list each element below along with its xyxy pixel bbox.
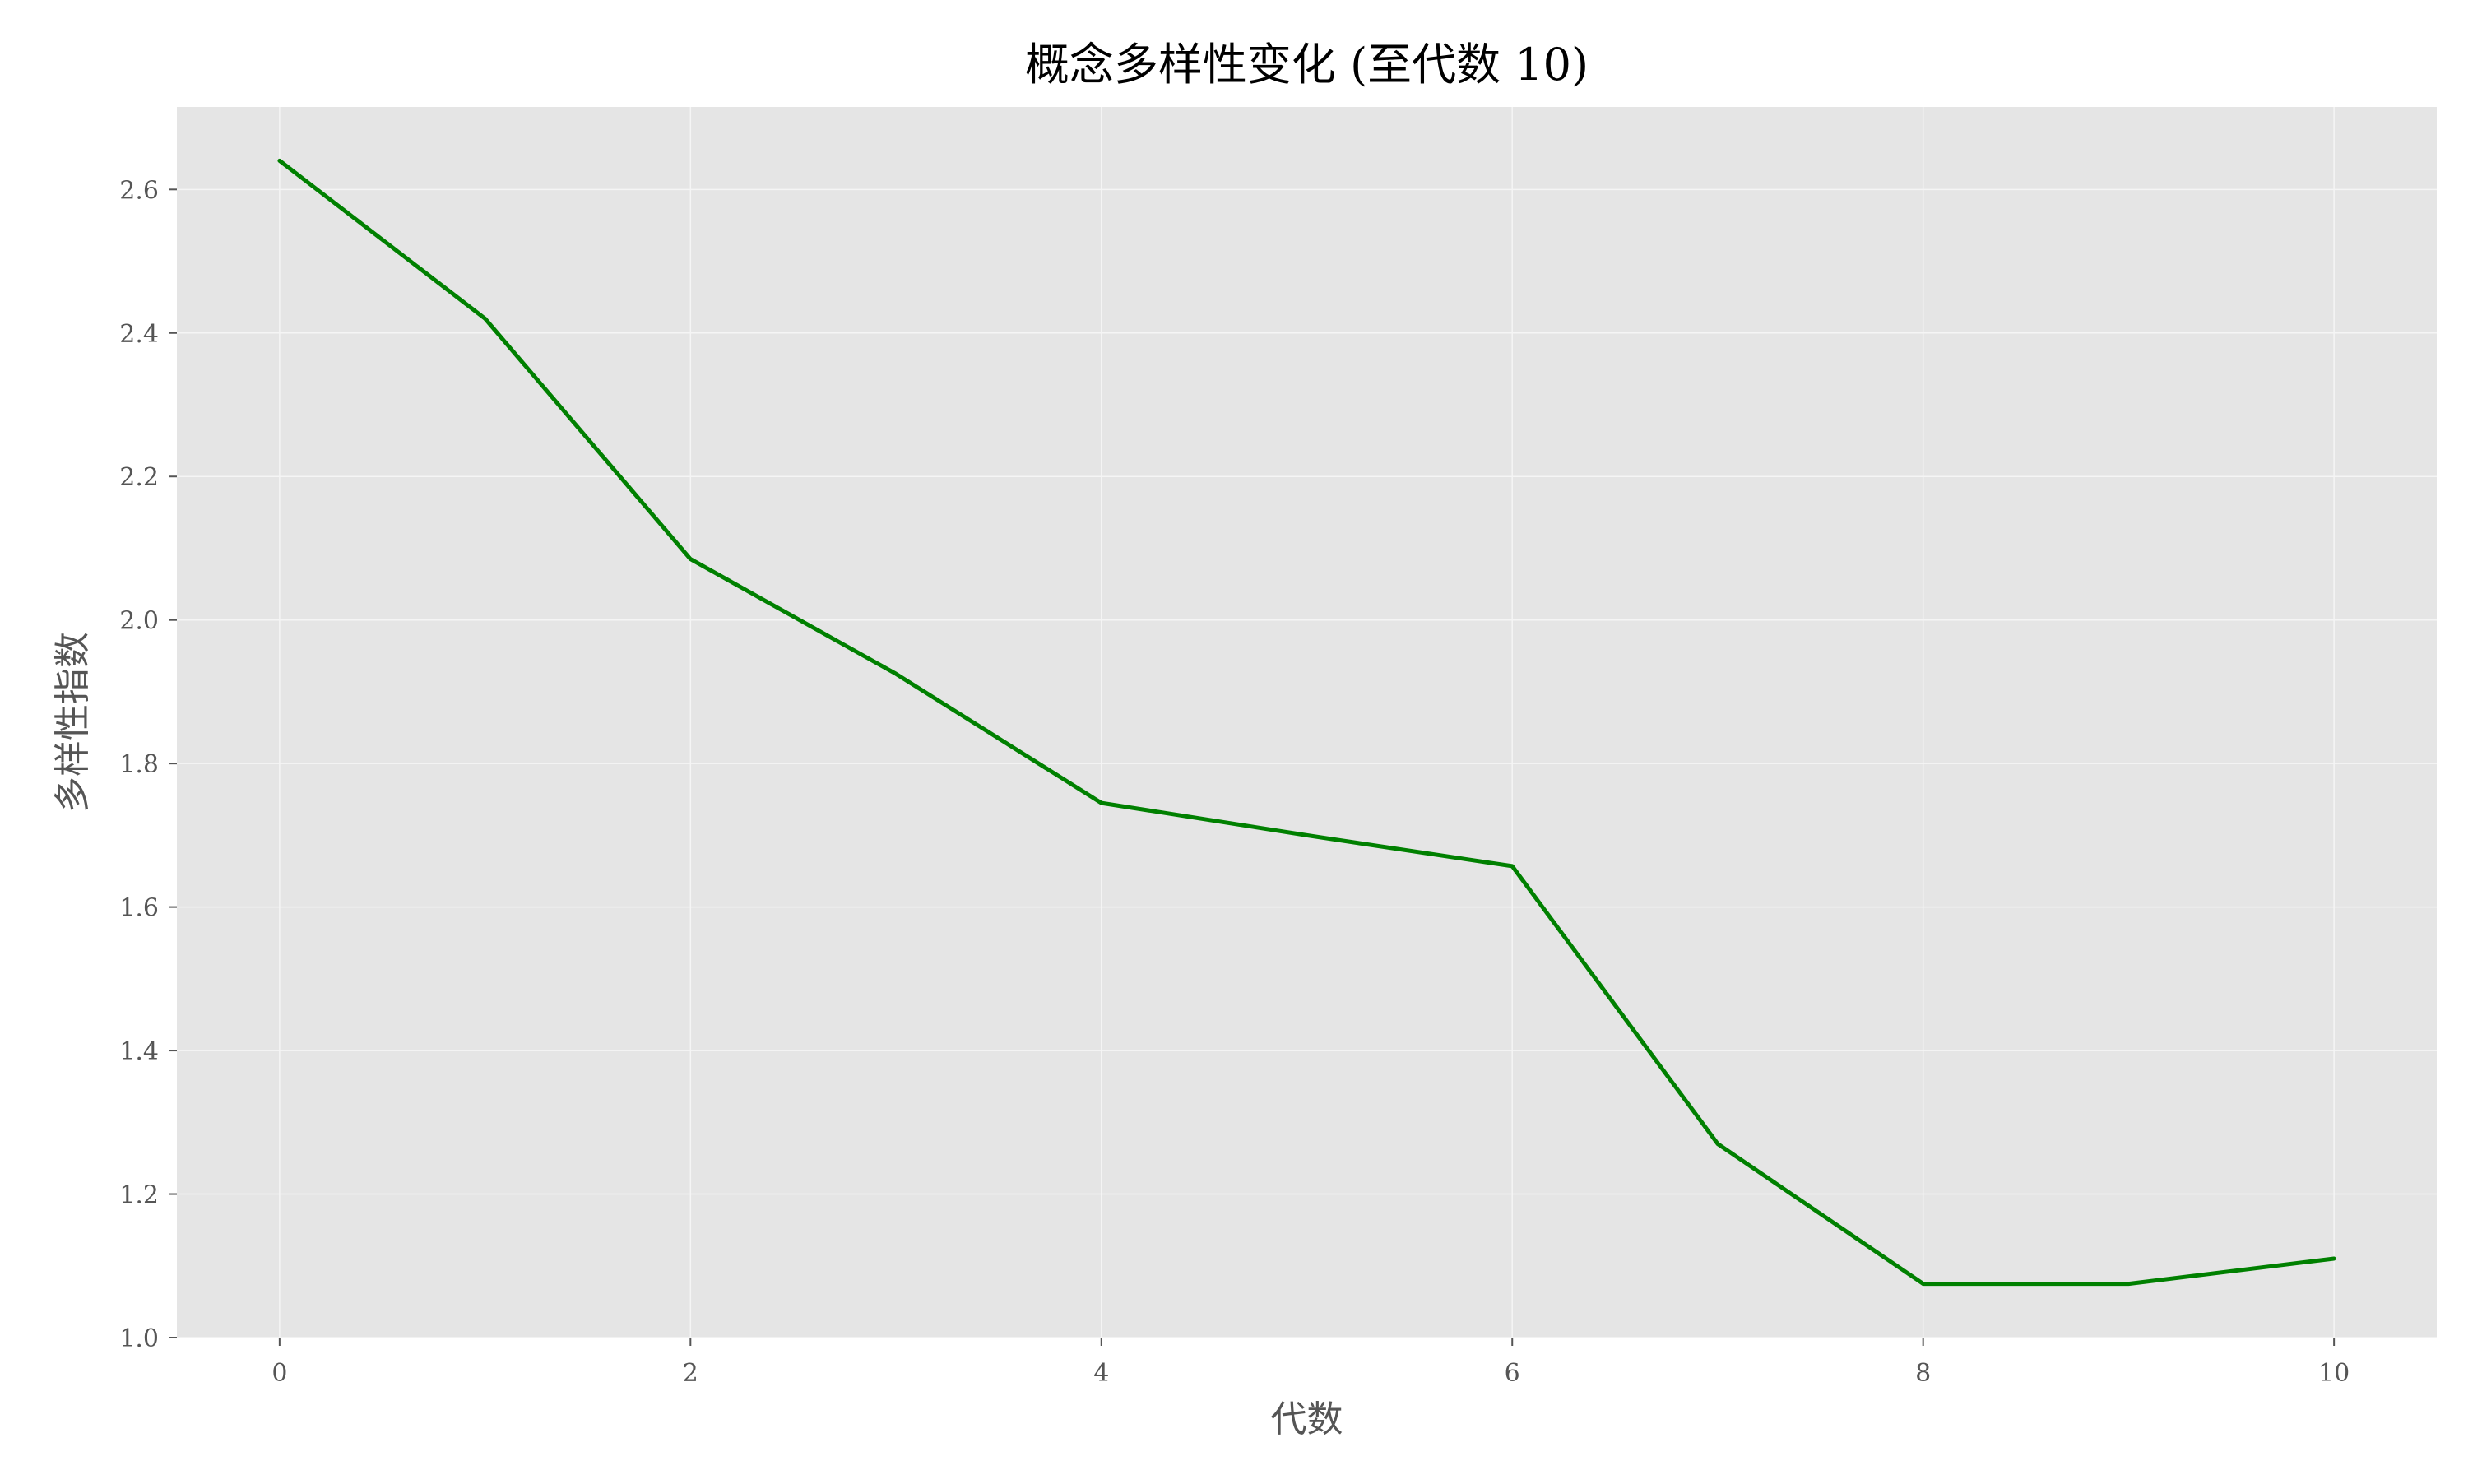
plot-area xyxy=(177,107,2437,1338)
x-tick-label: 6 xyxy=(1505,1359,1520,1388)
y-tick-label: 1.6 xyxy=(119,894,159,923)
y-tick-label: 2.4 xyxy=(119,320,159,349)
x-tick-label: 8 xyxy=(1915,1359,1931,1388)
x-tick-label: 2 xyxy=(683,1359,698,1388)
y-tick-label: 2.0 xyxy=(119,607,159,636)
y-tick-label: 1.2 xyxy=(119,1181,159,1210)
y-tick-label: 2.6 xyxy=(119,176,159,205)
y-tick-label: 1.4 xyxy=(119,1037,159,1066)
x-axis-label: 代数 xyxy=(1271,1398,1343,1440)
y-tick-label: 2.2 xyxy=(119,463,159,492)
x-tick-label: 4 xyxy=(1093,1359,1109,1388)
y-tick-label: 1.0 xyxy=(119,1324,159,1353)
x-tick-label: 0 xyxy=(271,1359,287,1388)
y-tick-label: 1.8 xyxy=(119,750,159,779)
y-axis-label: 多样性指数 xyxy=(52,632,94,813)
chart-title: 概念多样性变化 (至代数 10) xyxy=(1025,39,1589,90)
x-tick-label: 10 xyxy=(2318,1359,2350,1388)
